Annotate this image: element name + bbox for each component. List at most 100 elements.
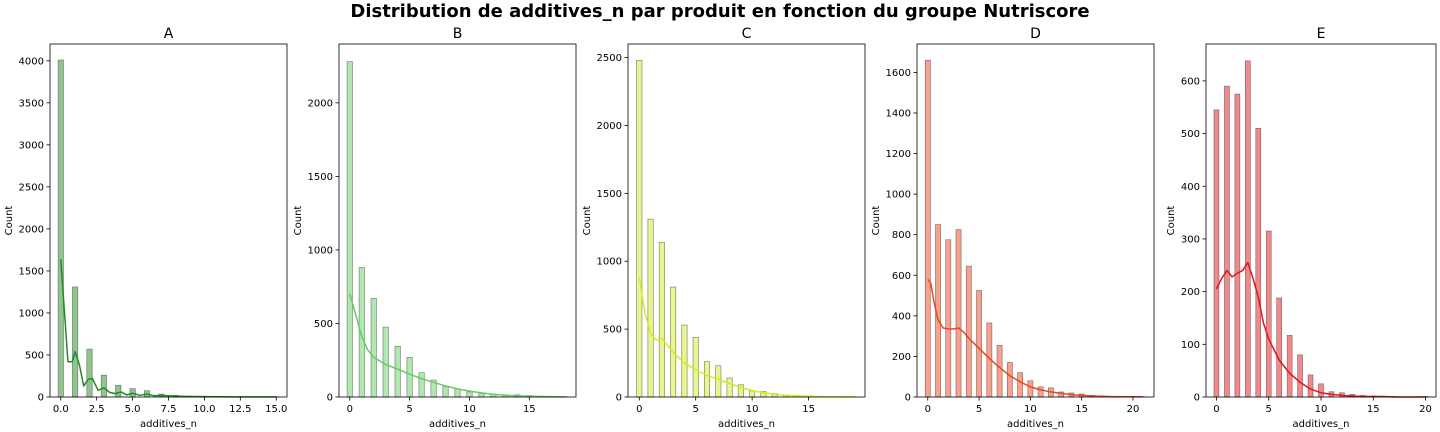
y-tick-label: 200 [892, 352, 911, 363]
y-tick-label: 1000 [308, 245, 333, 256]
y-tick-label: 0 [38, 393, 44, 404]
subplot-A: 0.0 2.5 5.0 7.5 10.0 12.5 15.0 0 500 1000 1500 2000… [4, 26, 288, 430]
y-tick-label: 0 [905, 393, 911, 404]
x-tick-label: 20 [1127, 404, 1140, 415]
histogram-bar [945, 239, 952, 398]
y-tick-label: 1400 [886, 108, 911, 119]
x-tick-label: 5 [406, 404, 412, 415]
kde-line [349, 293, 566, 398]
x-tick-label: 5 [1266, 404, 1272, 415]
y-tick-label: 500 [1181, 129, 1200, 140]
y-tick-label: 100 [1181, 340, 1200, 351]
x-axis-label: additives_n [1007, 419, 1064, 430]
histogram-bar [454, 388, 461, 398]
histogram-bar [466, 391, 473, 398]
kde-line [1215, 261, 1426, 398]
subplot-title: B [453, 26, 463, 42]
histogram-bar [1017, 372, 1023, 398]
histogram-bar [1037, 386, 1044, 398]
y-tick-label: 2500 [19, 182, 44, 193]
subplot-title: D [1030, 26, 1041, 42]
subplot-E: 0 5 10 15 200100200300400500600Eadditives_nC… [1166, 26, 1437, 430]
y-tick-label: 1000 [19, 308, 44, 319]
histogram-bar [1276, 297, 1282, 398]
y-axis-label: Count [582, 206, 593, 236]
kde-line [927, 278, 1144, 398]
y-axis-label: Count [1166, 206, 1177, 236]
y-tick-label: 2000 [19, 224, 44, 235]
y-tick-label: 1000 [597, 257, 622, 268]
x-tick-label: 5 [976, 404, 982, 415]
subplot-title: E [1317, 26, 1326, 42]
axes-frame [627, 43, 866, 398]
y-tick-label: 2000 [597, 121, 622, 132]
histogram-bar [1006, 362, 1013, 398]
y-tick-label: 500 [603, 325, 622, 336]
y-tick-label: 0 [327, 393, 333, 404]
x-tick-label: 5 [693, 404, 699, 415]
kde-line [638, 277, 854, 398]
y-tick-label: 1200 [886, 149, 911, 160]
histogram-bar [1234, 93, 1241, 398]
histogram-bar [100, 374, 107, 398]
y-tick-label: 500 [314, 319, 333, 330]
y-axis-label: Count [4, 206, 15, 236]
x-tick-label: 10 [1024, 404, 1037, 415]
histogram-bar [1255, 128, 1262, 398]
histogram-bar [692, 336, 699, 398]
y-tick-label: 1600 [886, 68, 911, 79]
x-tick-label: 2.5 [89, 404, 105, 415]
axes-frame [1205, 43, 1437, 398]
x-tick-label: 10 [463, 404, 476, 415]
histogram-bar [1245, 60, 1251, 398]
histogram-bar [1318, 383, 1324, 398]
histogram-bar [478, 393, 485, 398]
y-tick-label: 800 [892, 230, 911, 241]
histogram-bar [636, 59, 643, 398]
axes-frame [916, 43, 1155, 398]
y-tick-label: 600 [892, 271, 911, 282]
x-tick-label: 0.0 [53, 404, 69, 415]
histogram-bar [57, 59, 64, 398]
y-tick-label: 1000 [886, 190, 911, 201]
subplot-D: 0 5 10 15 2002004006008001000120014001600Dad… [871, 26, 1155, 430]
histogram-bar [1224, 85, 1230, 398]
x-tick-label: 20 [1419, 404, 1432, 415]
histogram-bar [965, 265, 972, 398]
histogram-bar [1286, 335, 1293, 398]
kde-line [60, 259, 277, 398]
histogram-bar [346, 61, 353, 398]
x-tick-label: 15 [1075, 404, 1088, 415]
x-tick-label: 12.5 [229, 404, 251, 415]
y-tick-label: 1500 [19, 266, 44, 277]
y-tick-label: 600 [1181, 76, 1200, 87]
x-tick-label: 0 [347, 404, 353, 415]
figure-title: Distribution de additives_n par produit … [350, 1, 1090, 22]
y-tick-label: 1500 [308, 172, 333, 183]
x-tick-label: 7.5 [161, 404, 177, 415]
histogram-bar [1307, 374, 1314, 398]
y-tick-label: 0 [1194, 393, 1200, 404]
histogram-bar [394, 345, 401, 398]
x-tick-label: 0 [925, 404, 931, 415]
histogram-bar [1027, 380, 1034, 398]
histogram-bar [1265, 230, 1272, 398]
subplot-title: A [164, 26, 174, 42]
histogram-bar [72, 286, 79, 398]
histogram-bar [406, 356, 413, 398]
x-tick-label: 15 [802, 404, 815, 415]
y-tick-label: 0 [616, 393, 622, 404]
y-tick-label: 2000 [308, 98, 333, 109]
y-tick-label: 400 [892, 311, 911, 322]
y-tick-label: 4000 [19, 56, 44, 67]
x-tick-label: 15.0 [265, 404, 287, 415]
x-axis-label: additives_n [1293, 419, 1350, 430]
histogram-bar [715, 365, 722, 398]
histogram-bar [658, 241, 665, 398]
x-tick-label: 10.0 [193, 404, 215, 415]
x-axis-label: additives_n [718, 419, 775, 430]
histogram-bar [382, 326, 389, 398]
